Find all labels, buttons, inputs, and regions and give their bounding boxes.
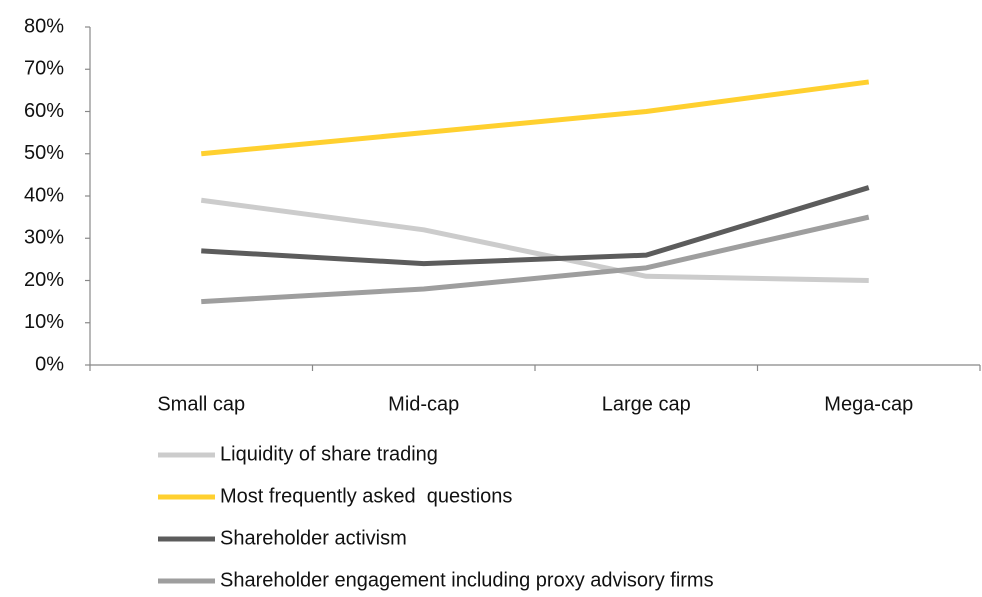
y-tick-label: 20% [24, 269, 64, 291]
x-tick-label: Mid-cap [388, 393, 459, 415]
legend-label: Shareholder activism [220, 527, 407, 549]
y-tick-label: 60% [24, 100, 64, 122]
y-tick-label: 30% [24, 227, 64, 249]
legend-label: Most frequently asked questions [220, 485, 512, 507]
x-tick-label: Small cap [157, 393, 245, 415]
series-line [200, 197, 869, 283]
x-tick-label: Large cap [602, 393, 691, 415]
y-tick-label: 80% [24, 15, 64, 37]
y-tick-label: 0% [35, 353, 64, 375]
legend-label: Shareholder engagement including proxy a… [220, 569, 714, 591]
x-tick-label: Mega-cap [824, 393, 913, 415]
series-line [201, 185, 870, 267]
series-line [201, 214, 870, 305]
y-tick-label: 10% [24, 311, 64, 333]
y-tick-label: 40% [24, 184, 64, 206]
legend-label: Liquidity of share trading [220, 443, 438, 465]
series-line [201, 79, 870, 157]
y-tick-label: 50% [24, 142, 64, 164]
y-tick-label: 70% [24, 58, 64, 80]
